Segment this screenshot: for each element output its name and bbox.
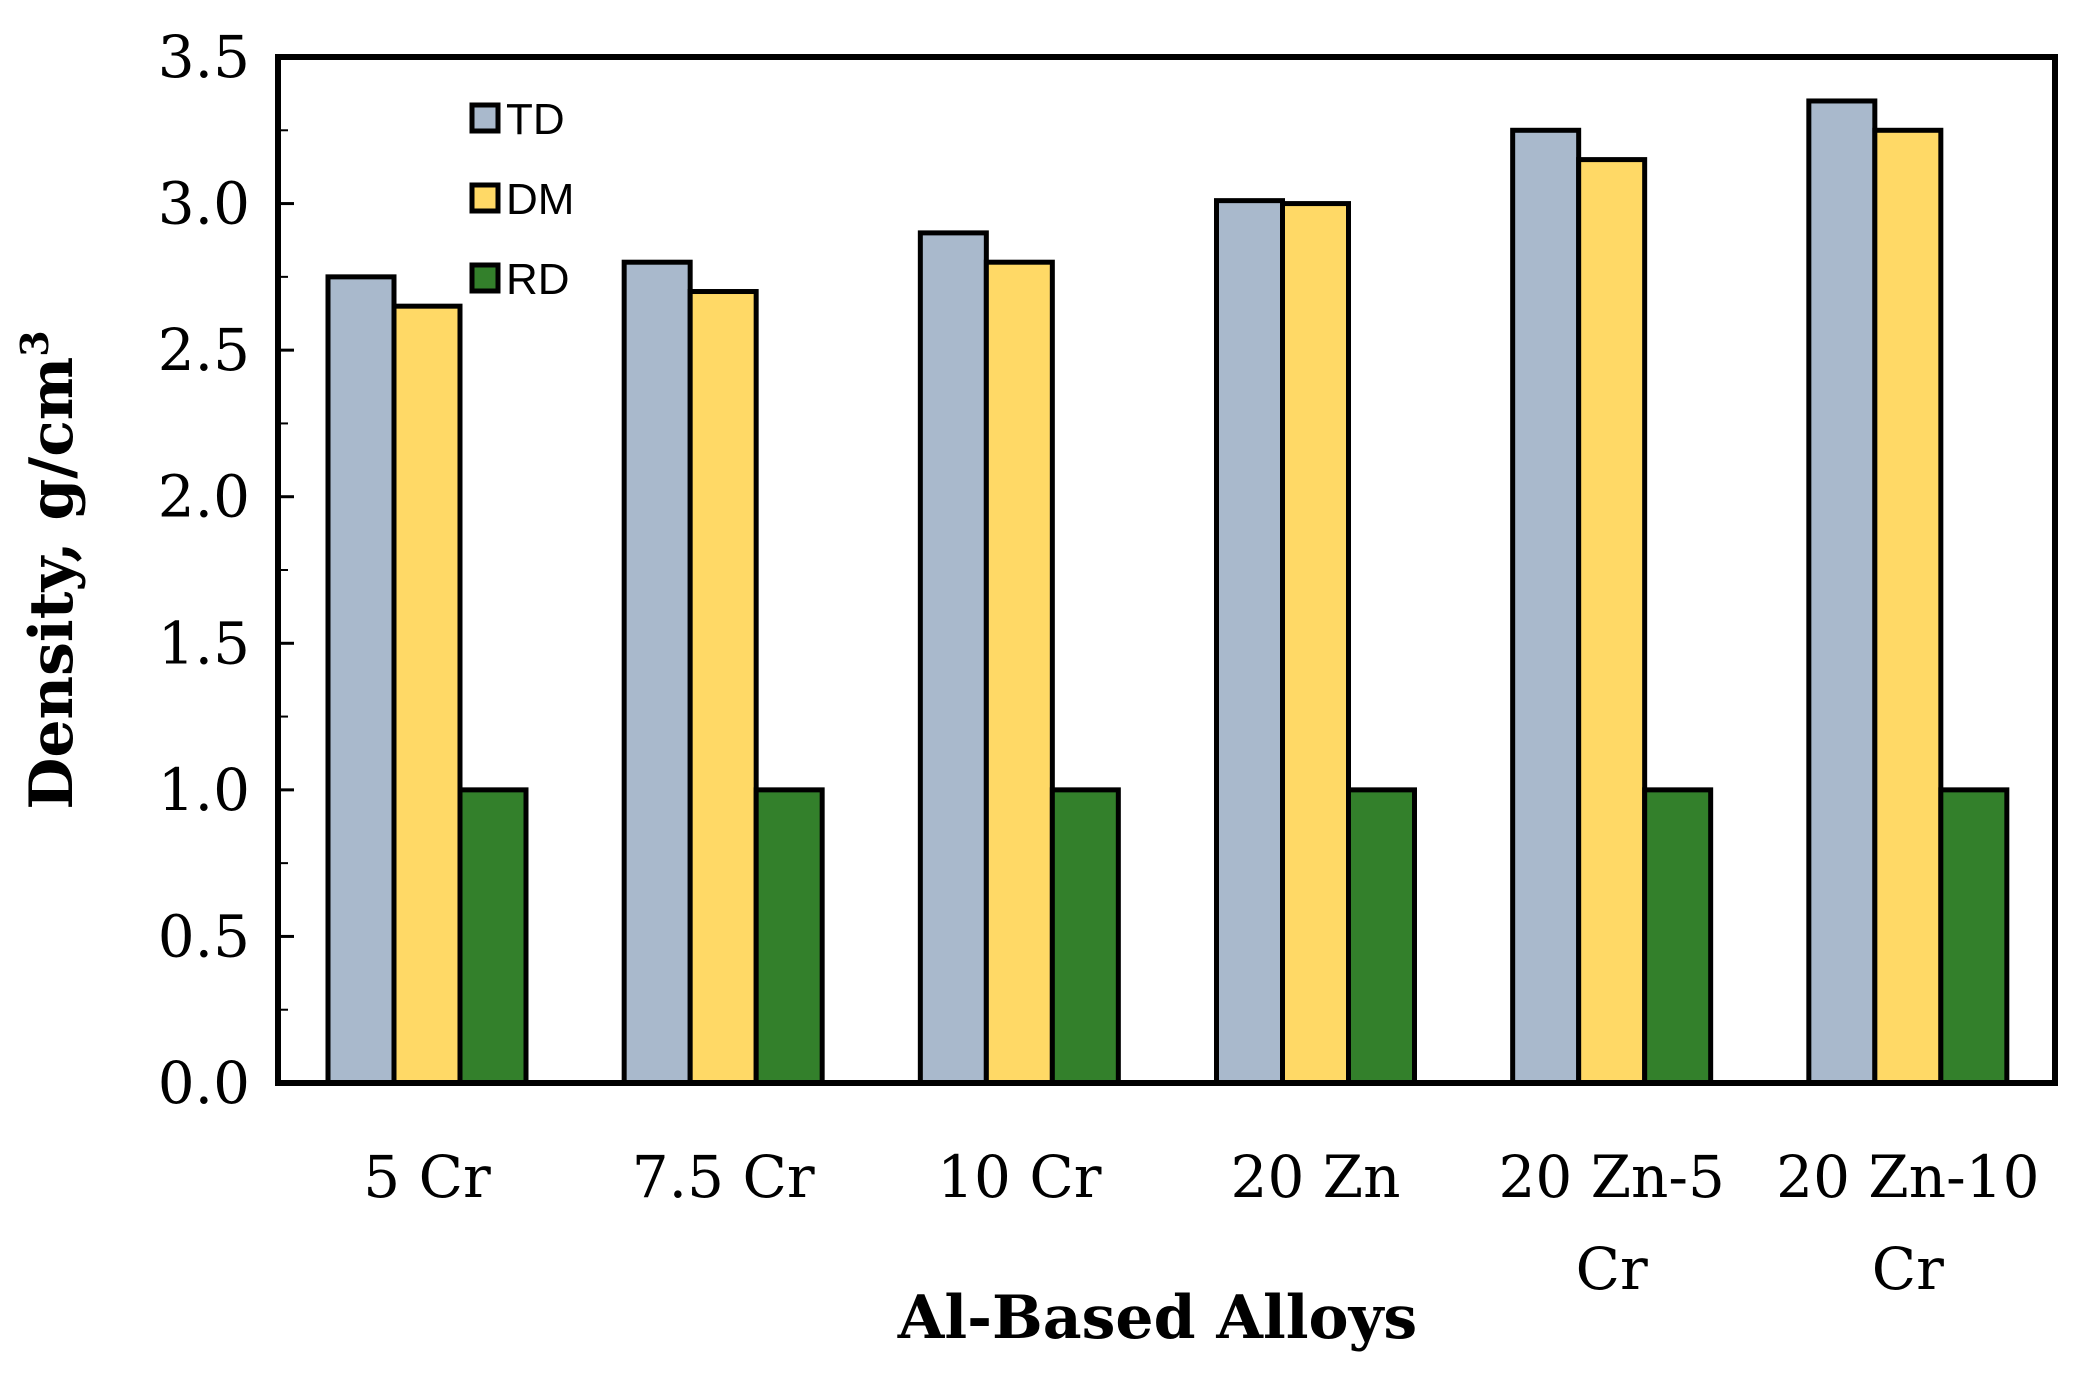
bar-rd-1 <box>457 787 529 1086</box>
bar-td-6 <box>1806 98 1878 1086</box>
y-tick-label: 0.5 <box>158 902 250 970</box>
bar-rd-5 <box>1642 787 1714 1086</box>
bar-td-2 <box>621 259 693 1086</box>
x-category-label: 7.5 Cr <box>632 1143 815 1211</box>
y-tick-label: 3.0 <box>158 170 250 238</box>
x-category-label: 5 Cr <box>363 1143 491 1211</box>
bar-dm-6 <box>1872 127 1944 1086</box>
y-tick-label: 1.0 <box>158 756 250 824</box>
bar-dm-3 <box>983 259 1055 1086</box>
x-category-label: 20 Zn <box>1231 1143 1401 1211</box>
bar-td-1 <box>325 274 397 1086</box>
x-category-label: Cr <box>1576 1235 1648 1303</box>
y-axis-title-text: Density, g/cm <box>17 357 87 810</box>
y-tick-label: 3.5 <box>158 23 250 91</box>
y-axis-title-superscript: 3 <box>12 330 57 356</box>
bar-rd-6 <box>1938 787 2010 1086</box>
x-category-label: 20 Zn-10 <box>1776 1143 2039 1211</box>
bar-dm-1 <box>391 303 463 1086</box>
y-tick-label: 0.0 <box>158 1049 250 1117</box>
legend-swatch-rd <box>469 262 501 294</box>
bar-rd-2 <box>753 787 825 1086</box>
bar-td-5 <box>1510 127 1582 1086</box>
x-category-label: 10 Cr <box>937 1143 1102 1211</box>
bar-dm-5 <box>1576 157 1648 1086</box>
y-axis-ticks: 0.0 0.5 1.0 1.5 2.0 2.5 3.0 3.5 <box>158 23 294 1117</box>
legend-label-dm: DM <box>506 175 574 224</box>
bar-dm-2 <box>687 289 759 1086</box>
legend: TD DM RD <box>469 95 574 304</box>
legend-label-td: TD <box>506 95 565 144</box>
y-axis-title: Density, g/cm3 <box>12 330 87 809</box>
y-tick-label: 2.0 <box>158 463 250 531</box>
x-axis-title: Al-Based Alloys <box>897 1283 1417 1353</box>
legend-label-rd: RD <box>506 255 570 304</box>
bar-td-4 <box>1214 198 1285 1086</box>
legend-swatch-dm <box>469 182 501 214</box>
bar-rd-4 <box>1346 787 1417 1086</box>
bars-layer <box>325 98 2010 1086</box>
legend-swatch-td <box>469 102 501 134</box>
bar-dm-4 <box>1280 201 1351 1086</box>
x-category-label: 20 Zn-5 <box>1498 1143 1724 1211</box>
y-tick-label: 1.5 <box>158 609 250 677</box>
x-category-label: Cr <box>1872 1235 1944 1303</box>
x-axis-category-labels: 5 Cr 7.5 Cr 10 Cr 20 Zn 20 Zn-5 Cr 20 Zn-10 Cr <box>363 1143 2039 1303</box>
y-tick-label: 2.5 <box>158 316 250 384</box>
bar-td-3 <box>917 230 989 1086</box>
bar-rd-3 <box>1049 787 1121 1086</box>
